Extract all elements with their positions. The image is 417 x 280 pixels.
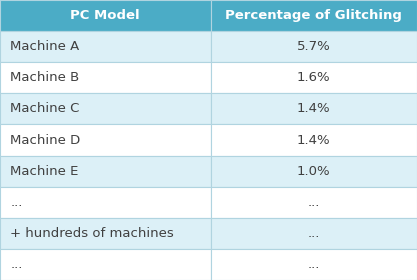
Bar xyxy=(0,93,211,124)
Bar xyxy=(211,156,417,187)
Bar xyxy=(0,249,211,280)
Text: ...: ... xyxy=(308,258,320,271)
Bar xyxy=(211,62,417,93)
Bar xyxy=(211,93,417,124)
Text: ...: ... xyxy=(308,227,320,240)
Text: Machine A: Machine A xyxy=(10,40,80,53)
Text: Machine C: Machine C xyxy=(10,102,80,115)
Bar xyxy=(0,218,211,249)
Bar xyxy=(0,124,211,156)
Text: ...: ... xyxy=(308,196,320,209)
Bar xyxy=(211,124,417,156)
Text: + hundreds of machines: + hundreds of machines xyxy=(10,227,174,240)
Bar xyxy=(0,62,211,93)
Bar xyxy=(0,0,211,31)
Bar xyxy=(211,31,417,62)
Text: Machine E: Machine E xyxy=(10,165,79,178)
Bar xyxy=(211,249,417,280)
Bar xyxy=(0,187,211,218)
Text: Machine B: Machine B xyxy=(10,71,80,84)
Text: Percentage of Glitching: Percentage of Glitching xyxy=(225,9,402,22)
Bar xyxy=(211,218,417,249)
Bar xyxy=(0,156,211,187)
Text: Machine D: Machine D xyxy=(10,134,80,146)
Bar xyxy=(211,187,417,218)
Text: 1.4%: 1.4% xyxy=(297,134,331,146)
Text: 1.4%: 1.4% xyxy=(297,102,331,115)
Text: ...: ... xyxy=(10,196,23,209)
Bar xyxy=(211,0,417,31)
Text: 5.7%: 5.7% xyxy=(297,40,331,53)
Text: 1.6%: 1.6% xyxy=(297,71,331,84)
Text: PC Model: PC Model xyxy=(70,9,140,22)
Bar xyxy=(0,31,211,62)
Text: 1.0%: 1.0% xyxy=(297,165,331,178)
Text: ...: ... xyxy=(10,258,23,271)
